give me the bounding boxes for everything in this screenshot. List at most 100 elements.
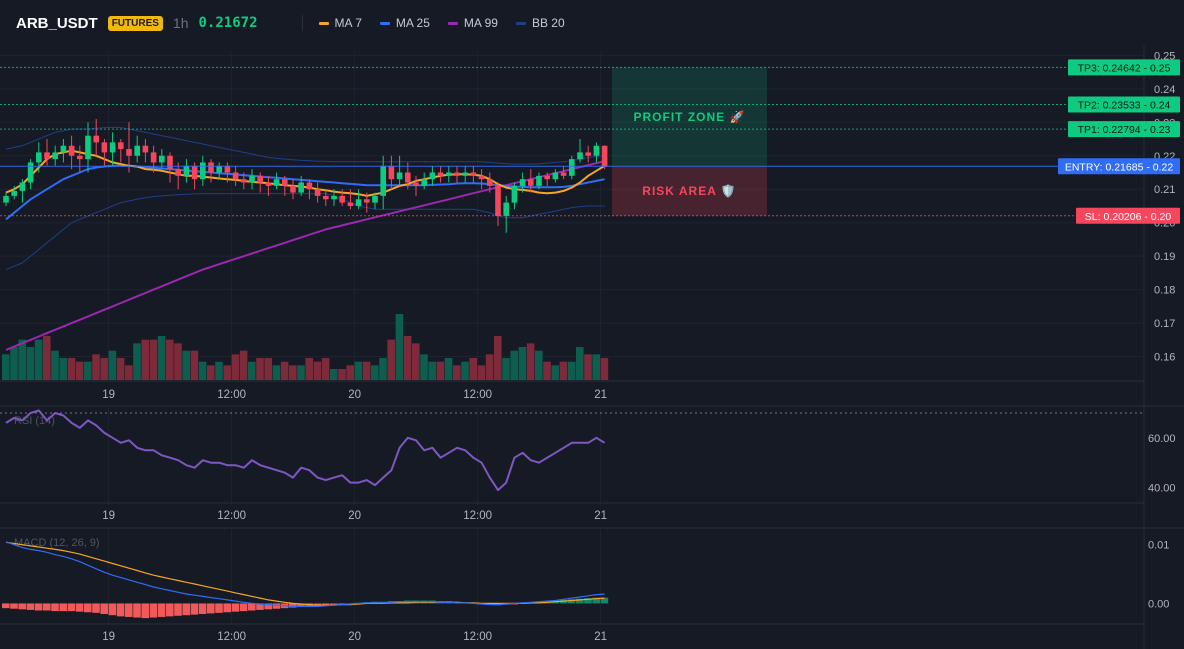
- volume-bar: [289, 365, 297, 380]
- candle-body: [101, 142, 108, 153]
- price-axis-tick-label: 0.17: [1154, 318, 1175, 330]
- macd-histogram-bar: [272, 603, 281, 609]
- risk-zone: [612, 166, 767, 216]
- volume-bar: [92, 354, 100, 380]
- time-axis-tick-label: 12:00: [217, 631, 246, 643]
- candle-body: [118, 142, 124, 150]
- interval-label[interactable]: 1h: [172, 15, 189, 31]
- macd-histogram-bar: [100, 603, 108, 615]
- candle-body: [355, 199, 362, 206]
- legend-ma25[interactable]: MA 25: [379, 16, 430, 30]
- candle-body: [544, 175, 550, 180]
- candle-body: [282, 179, 288, 186]
- volume-bar: [84, 361, 92, 380]
- macd-histogram-bar: [133, 603, 141, 618]
- candle-body: [109, 142, 116, 153]
- volume-bar: [461, 361, 469, 380]
- volume-bar: [100, 358, 108, 380]
- volume-bar: [420, 354, 428, 380]
- candle-body: [528, 179, 534, 186]
- macd-histogram-bar: [75, 603, 84, 612]
- price-axis-tick-label: 0.21: [1154, 184, 1175, 196]
- volume-bar: [543, 361, 551, 380]
- macd-histogram-bar: [125, 603, 133, 617]
- volume-bar: [18, 339, 26, 380]
- macd-histogram-bar: [59, 603, 67, 612]
- price-axis-tick-label: 0.24: [1154, 84, 1175, 96]
- legend-ma25-swatch: [379, 21, 390, 25]
- candle-body: [224, 165, 231, 173]
- candle-body: [142, 145, 149, 153]
- candle-body: [298, 182, 304, 193]
- legend-ma99[interactable]: MA 99: [447, 16, 498, 30]
- legend-bb20-label: BB 20: [531, 16, 565, 30]
- volume-bar: [67, 358, 76, 380]
- candle-body: [511, 185, 518, 203]
- candle-body: [306, 182, 313, 190]
- volume-bar: [116, 358, 125, 380]
- candle-body: [126, 149, 132, 156]
- candle-body: [150, 152, 157, 163]
- volume-bar: [412, 343, 420, 380]
- candle-body: [85, 135, 91, 160]
- volume-bar: [477, 365, 486, 380]
- candle-body: [27, 162, 34, 183]
- entry-level-tag: [1058, 158, 1180, 175]
- candle-body: [159, 155, 165, 163]
- macd-histogram-bar: [207, 603, 215, 614]
- candle-body: [44, 152, 50, 160]
- volume-bar: [141, 339, 149, 380]
- candle-body: [462, 172, 468, 176]
- candle-body: [519, 179, 526, 186]
- volume-bar: [133, 343, 141, 380]
- candle-body: [487, 179, 493, 186]
- rsi-axis-tick-label: 40.00: [1148, 483, 1176, 495]
- tp3-level-tag: [1068, 59, 1180, 76]
- candle-body: [77, 155, 83, 160]
- candle-body: [446, 172, 452, 176]
- candle-body: [593, 145, 600, 156]
- macd-histogram-bar: [567, 599, 576, 604]
- symbol-label[interactable]: ARB_USDT: [16, 14, 98, 32]
- volume-bar: [2, 354, 10, 380]
- price-axis-tick-label: 0.19: [1154, 251, 1175, 263]
- tp2-level-label: TP2: 0.23533 - 0.24: [1078, 99, 1171, 111]
- volume-bar: [264, 358, 272, 380]
- macd-histogram-bar: [157, 603, 166, 617]
- macd-histogram-bar: [330, 603, 338, 605]
- volume-bar: [297, 365, 305, 380]
- candle-body: [503, 202, 509, 216]
- volume-bar: [526, 343, 535, 380]
- volume-bar: [149, 339, 158, 380]
- candle-body: [60, 145, 67, 153]
- candle-body: [585, 152, 591, 156]
- candle-body: [265, 182, 272, 186]
- candle-body: [421, 179, 427, 186]
- candle-body: [200, 162, 206, 180]
- rsi-axis-tick-label: 60.00: [1148, 433, 1176, 445]
- volume-bar: [157, 336, 166, 380]
- volume-bar: [592, 354, 600, 380]
- candle-body: [372, 195, 378, 203]
- candle-body: [208, 162, 214, 173]
- macd-histogram-bar: [26, 603, 35, 610]
- time-axis-tick-label: 19: [102, 510, 115, 522]
- volume-bar: [231, 354, 240, 380]
- price-axis-tick-label: 0.18: [1154, 285, 1175, 297]
- time-axis-tick-label: 12:00: [217, 389, 246, 401]
- volume-bar: [600, 358, 609, 380]
- tp2-level-tag: [1068, 96, 1180, 113]
- candle-body: [257, 175, 263, 183]
- volume-bar: [190, 350, 199, 380]
- macd-histogram-bar: [84, 603, 92, 613]
- rsi-title: RSI (14): [14, 415, 55, 427]
- candle-body: [569, 159, 575, 176]
- volume-bar: [313, 361, 322, 380]
- legend-ma7[interactable]: MA 7: [318, 16, 362, 30]
- legend-bb20[interactable]: BB 20: [515, 16, 565, 30]
- volume-bar: [256, 358, 264, 380]
- time-axis-tick-label: 21: [594, 389, 607, 401]
- volume-bar: [248, 361, 256, 380]
- macd-histogram-bar: [297, 603, 305, 607]
